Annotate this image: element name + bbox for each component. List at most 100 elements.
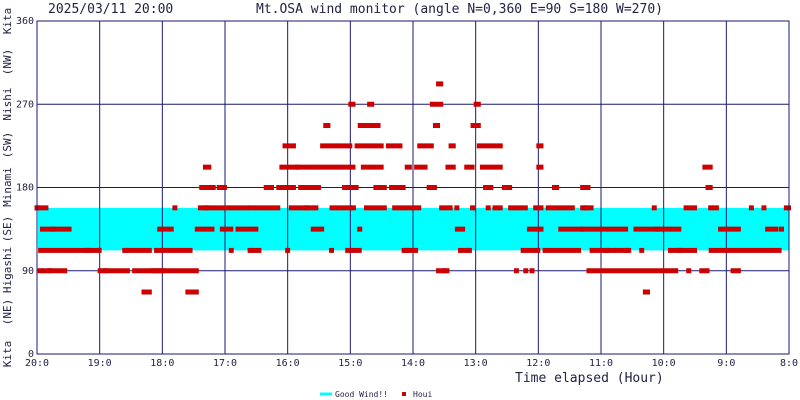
wind-direction-run <box>580 185 591 190</box>
wind-direction-point <box>313 205 319 211</box>
wind-direction-run <box>263 185 274 190</box>
wind-direction-run <box>432 123 441 129</box>
y-axis-side-labels: Kita (NE) Higashi (SE) Minami (SW) Nishi (NW) Ki… <box>1 8 14 368</box>
wind-direction-run <box>207 185 216 190</box>
wind-direction-run <box>542 247 582 253</box>
wind-direction-run <box>614 247 632 253</box>
wind-direction-run <box>360 164 384 170</box>
wind-direction-point <box>47 268 53 274</box>
wind-direction-run <box>373 185 387 190</box>
wind-direction-run <box>197 205 249 211</box>
y-axis-side-label: Nishi <box>1 87 14 120</box>
x-tick-label: 10:0 <box>652 358 676 369</box>
wind-direction-run <box>194 226 215 232</box>
legend-houi-swatch <box>402 392 406 396</box>
wind-direction-run <box>357 123 381 129</box>
wind-direction-run <box>348 101 356 107</box>
wind-direction-run <box>458 247 469 253</box>
wind-direction-run <box>97 268 130 274</box>
wind-direction-point <box>454 205 460 211</box>
wind-direction-run <box>429 101 444 107</box>
wind-direction-point <box>285 247 291 253</box>
wind-direction-run <box>633 226 660 232</box>
wind-direction-run <box>702 164 713 170</box>
wind-direction-point <box>247 247 253 253</box>
wind-direction-run <box>199 185 210 190</box>
x-tick-label: 12:0 <box>526 358 550 369</box>
wind-direction-run <box>705 185 713 190</box>
wind-direction-run <box>711 205 719 211</box>
wind-direction-run <box>436 81 444 87</box>
y-axis-side-label: Higashi <box>1 247 14 293</box>
wind-direction-run <box>483 185 494 190</box>
y-axis-side-label: (SE) <box>1 216 14 243</box>
y-tick-label: 270 <box>16 99 34 110</box>
wind-direction-run <box>338 164 356 170</box>
wind-direction-point <box>357 226 363 232</box>
wind-direction-run <box>445 164 456 170</box>
wind-direction-run <box>655 226 682 232</box>
wind-direction-point <box>623 247 629 253</box>
wind-direction-run <box>251 247 262 253</box>
wind-direction-point <box>441 268 447 274</box>
wind-direction-point <box>84 247 90 253</box>
wind-direction-run <box>533 205 544 211</box>
wind-direction-run <box>642 289 650 295</box>
wind-direction-point <box>470 205 476 211</box>
x-tick-label: 17:0 <box>213 358 237 369</box>
wind-direction-run <box>342 185 359 190</box>
wind-direction-point <box>350 205 356 211</box>
wind-direction-run <box>329 205 353 211</box>
wind-direction-point <box>513 268 519 274</box>
wind-direction-point <box>778 226 784 232</box>
wind-direction-run <box>154 247 193 253</box>
wind-direction-run <box>470 123 481 129</box>
y-tick-label: 90 <box>22 266 34 277</box>
wind-direction-run <box>310 226 325 232</box>
wind-direction-run <box>235 226 259 232</box>
wind-direction-run <box>364 205 387 211</box>
wind-direction-run <box>132 268 165 274</box>
wind-direction-run <box>141 289 152 295</box>
wind-direction-run <box>536 164 544 170</box>
y-axis-side-label: (SW) <box>1 132 14 159</box>
wind-direction-run <box>219 226 234 232</box>
wind-direction-run <box>298 185 321 190</box>
wind-direction-run <box>185 289 199 295</box>
x-tick-label: 11:0 <box>589 358 613 369</box>
wind-direction-run <box>389 185 406 190</box>
wind-direction-run <box>426 185 437 190</box>
wind-direction-run <box>464 164 475 170</box>
wind-direction-run <box>276 185 296 190</box>
wind-direction-points <box>34 81 791 295</box>
legend-houi-label: Houi <box>413 390 432 399</box>
wind-direction-run <box>157 226 174 232</box>
wind-direction-point <box>485 205 491 211</box>
wind-direction-run <box>320 143 337 149</box>
wind-direction-point <box>228 247 234 253</box>
wind-direction-run <box>335 143 353 149</box>
wind-direction-run <box>41 268 68 274</box>
wind-direction-run <box>414 164 428 170</box>
wind-direction-run <box>354 143 384 149</box>
wind-direction-point <box>203 205 209 211</box>
wind-direction-point <box>639 247 645 253</box>
wind-direction-run <box>439 205 453 211</box>
wind-direction-run <box>125 247 152 253</box>
wind-direction-point <box>604 247 610 253</box>
wind-direction-point <box>103 268 109 274</box>
wind-direction-run <box>526 226 544 232</box>
wind-direction-point <box>582 205 588 211</box>
x-axis-label: Time elapsed (Hour) <box>515 371 664 386</box>
y-tick-label: 0 <box>28 349 34 360</box>
x-tick-label: 8:0 <box>780 358 798 369</box>
wind-direction-run <box>580 226 629 232</box>
wind-direction-run <box>667 247 697 253</box>
wind-direction-point <box>651 205 657 211</box>
wind-direction-run <box>520 247 541 253</box>
wind-direction-run <box>40 226 72 232</box>
x-tick-label: 14:0 <box>401 358 425 369</box>
wind-direction-run <box>279 164 300 170</box>
wind-direction-run <box>765 226 779 232</box>
